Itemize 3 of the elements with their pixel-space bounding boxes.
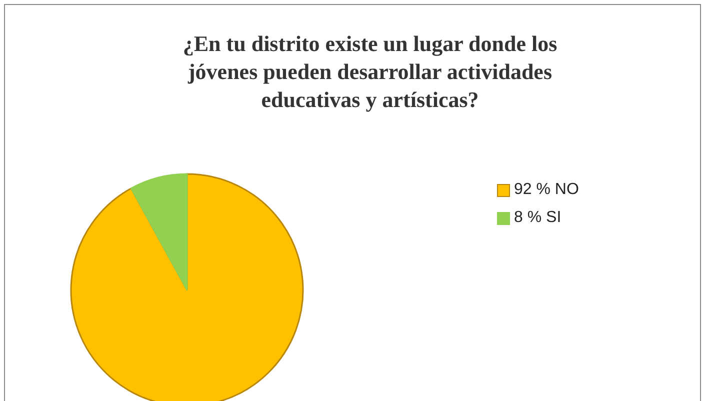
legend-label: 8 % SI: [514, 209, 562, 227]
chart-title: ¿En tu distrito existe un lugar donde los jóvenes pueden desarrollar actividades educativas y artísticas?: [182, 30, 558, 114]
legend-label: 92 % NO: [514, 181, 579, 199]
